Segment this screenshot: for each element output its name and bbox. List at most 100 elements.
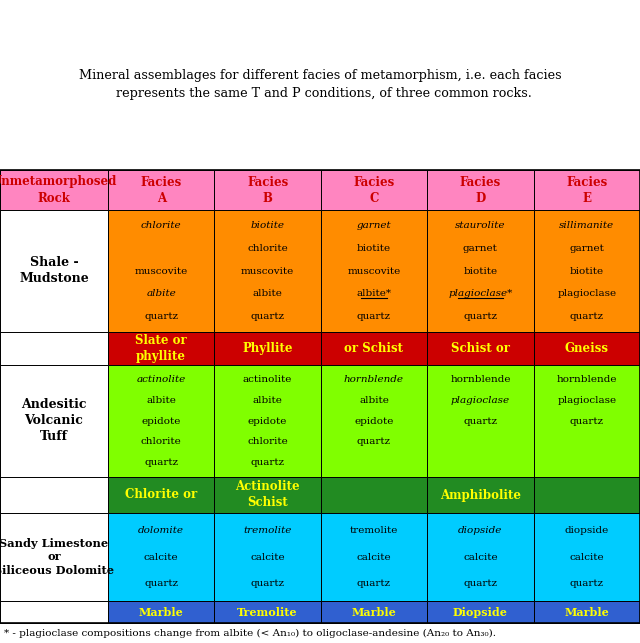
- Text: Gneiss: Gneiss: [565, 342, 609, 355]
- Text: Diopside: Diopside: [453, 606, 508, 617]
- Bar: [0, 365, 108, 477]
- Bar: [428, 332, 534, 365]
- Text: Tremolite: Tremolite: [237, 606, 298, 617]
- Text: albite: albite: [147, 395, 176, 404]
- Bar: [534, 365, 640, 477]
- Bar: [214, 170, 321, 210]
- Bar: [108, 477, 214, 513]
- Bar: [0, 170, 108, 210]
- Bar: [214, 332, 321, 365]
- Text: calcite: calcite: [463, 552, 498, 561]
- Text: * - plagioclase compositions change from albite (< An₁₀) to oligoclase-andesine : * - plagioclase compositions change from…: [4, 628, 496, 638]
- Bar: [108, 601, 214, 623]
- Bar: [428, 365, 534, 477]
- Bar: [214, 210, 321, 332]
- Text: garnet: garnet: [356, 221, 391, 230]
- Bar: [214, 365, 321, 477]
- Bar: [214, 513, 321, 601]
- Text: Shale -
Mudstone: Shale - Mudstone: [19, 257, 89, 285]
- Text: quartz: quartz: [463, 417, 497, 426]
- Text: Facies
D: Facies D: [460, 176, 501, 204]
- Text: diopside: diopside: [458, 526, 502, 535]
- Bar: [108, 365, 214, 477]
- Text: calcite: calcite: [144, 552, 179, 561]
- Bar: [321, 477, 428, 513]
- Bar: [428, 170, 534, 210]
- Text: hornblende: hornblende: [557, 375, 617, 384]
- Text: Marble: Marble: [139, 606, 184, 617]
- Text: muscovite: muscovite: [241, 266, 294, 275]
- Text: albite: albite: [253, 289, 282, 298]
- Text: Amphibolite: Amphibolite: [440, 489, 521, 502]
- Text: hornblende: hornblende: [344, 375, 404, 384]
- Text: quartz: quartz: [144, 312, 179, 321]
- Text: actinolite: actinolite: [243, 375, 292, 384]
- Text: quartz: quartz: [357, 312, 391, 321]
- Bar: [0, 601, 108, 623]
- Text: hornblende: hornblende: [450, 375, 511, 384]
- Bar: [428, 210, 534, 332]
- Text: Unmetamorphosed
Rock: Unmetamorphosed Rock: [0, 176, 116, 204]
- Text: chlorite: chlorite: [141, 221, 182, 230]
- Bar: [214, 601, 321, 623]
- Text: sillimanite: sillimanite: [559, 221, 614, 230]
- Bar: [108, 170, 214, 210]
- Text: plagioclase*: plagioclase*: [448, 289, 513, 298]
- Text: Andesitic
Volcanic
Tuff: Andesitic Volcanic Tuff: [21, 399, 87, 444]
- Text: quartz: quartz: [250, 579, 285, 588]
- Text: quartz: quartz: [463, 312, 497, 321]
- Text: chlorite: chlorite: [247, 437, 288, 446]
- Text: quartz: quartz: [357, 437, 391, 446]
- Text: albite*: albite*: [356, 289, 392, 298]
- Bar: [0, 513, 108, 601]
- Bar: [321, 365, 428, 477]
- Text: plagioclase: plagioclase: [557, 395, 616, 404]
- Bar: [534, 513, 640, 601]
- Text: tremolite: tremolite: [243, 526, 292, 535]
- Text: albite: albite: [147, 289, 176, 298]
- Text: Facies
C: Facies C: [353, 176, 395, 204]
- Bar: [0, 477, 108, 513]
- Bar: [0, 332, 108, 365]
- Bar: [321, 332, 428, 365]
- Text: Facies
E: Facies E: [566, 176, 607, 204]
- Bar: [0, 170, 640, 623]
- Text: albite: albite: [253, 395, 282, 404]
- Bar: [428, 601, 534, 623]
- Text: Sandy Limestone
or
Siliceous Dolomite: Sandy Limestone or Siliceous Dolomite: [0, 538, 114, 576]
- Text: quartz: quartz: [463, 579, 497, 588]
- Text: quartz: quartz: [570, 579, 604, 588]
- Text: Facies
B: Facies B: [247, 176, 288, 204]
- Text: muscovite: muscovite: [348, 266, 401, 275]
- Text: biotite: biotite: [463, 266, 497, 275]
- Text: garnet: garnet: [463, 244, 498, 253]
- Text: quartz: quartz: [570, 312, 604, 321]
- Text: Phyllite: Phyllite: [243, 342, 293, 355]
- Text: muscovite: muscovite: [134, 266, 188, 275]
- Text: epidote: epidote: [355, 417, 394, 426]
- Text: quartz: quartz: [144, 458, 179, 467]
- Bar: [534, 332, 640, 365]
- Bar: [428, 477, 534, 513]
- Text: epidote: epidote: [248, 417, 287, 426]
- Text: Facies
A: Facies A: [141, 176, 182, 204]
- Bar: [321, 601, 428, 623]
- Text: chlorite: chlorite: [141, 437, 182, 446]
- Text: quartz: quartz: [144, 579, 179, 588]
- Bar: [534, 210, 640, 332]
- Text: calcite: calcite: [250, 552, 285, 561]
- Text: albite: albite: [359, 395, 389, 404]
- Bar: [321, 513, 428, 601]
- Text: biotite: biotite: [357, 244, 391, 253]
- Bar: [321, 210, 428, 332]
- Text: or Schist: or Schist: [344, 342, 403, 355]
- Text: garnet: garnet: [570, 244, 604, 253]
- Text: biotite: biotite: [251, 221, 285, 230]
- Bar: [534, 601, 640, 623]
- Bar: [534, 477, 640, 513]
- Bar: [321, 170, 428, 210]
- Text: diopside: diopside: [564, 526, 609, 535]
- Text: quartz: quartz: [570, 417, 604, 426]
- Bar: [108, 332, 214, 365]
- Text: plagioclase: plagioclase: [451, 395, 510, 404]
